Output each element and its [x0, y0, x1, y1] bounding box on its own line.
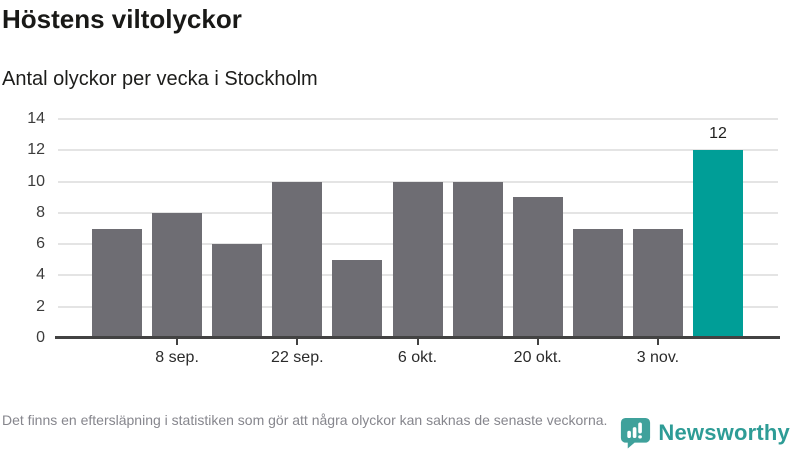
y-axis-label: 8	[36, 203, 45, 221]
bar-value-label: 12	[709, 125, 727, 143]
bar	[212, 244, 263, 338]
bar	[452, 181, 503, 338]
bar	[392, 181, 443, 338]
y-axis-label: 2	[36, 297, 45, 315]
x-axis-line	[55, 336, 780, 339]
y-axis-label: 4	[36, 266, 45, 284]
y-axis-label: 14	[27, 110, 45, 127]
bar	[572, 228, 623, 338]
x-axis-tick	[536, 339, 539, 345]
x-axis-label: 3 nov.	[636, 349, 680, 366]
y-axis-label: 10	[27, 172, 45, 190]
bar	[92, 228, 142, 338]
x-axis-tick	[176, 339, 179, 345]
bar	[272, 181, 323, 338]
x-axis-label: 8 sep.	[155, 349, 199, 366]
bar-highlighted	[693, 150, 743, 338]
brand-logo: Newsworthy	[620, 417, 790, 449]
y-axis-label: 6	[36, 235, 45, 253]
x-axis-label: 22 sep.	[271, 349, 324, 366]
x-axis-tick	[656, 339, 659, 345]
gridline-y-14	[58, 118, 778, 120]
bar	[512, 197, 563, 338]
chart-title: Höstens viltolyckor	[2, 4, 242, 34]
x-axis-tick	[296, 339, 299, 345]
newsworthy-logo-icon	[620, 417, 651, 449]
x-axis-label: 20 okt.	[513, 349, 562, 366]
bar	[152, 212, 203, 338]
x-axis-tick	[416, 339, 419, 345]
x-axis-label: 6 okt.	[397, 349, 438, 366]
y-axis-label: 0	[36, 329, 45, 346]
bar	[332, 259, 383, 338]
footnote: Det finns en eftersläpning i statistiken…	[2, 412, 608, 428]
bar	[632, 228, 683, 338]
y-axis-label: 12	[27, 141, 45, 159]
bar-chart-plot-area: 0 2 4 6 8 10 12 14 12 8 sep. 22 sep. 6 okt. 20 okt. 3…	[27, 110, 780, 366]
chart-subtitle: Antal olyckor per vecka i Stockholm	[2, 68, 318, 90]
brand-name: Newsworthy	[658, 420, 790, 445]
gridline-y-12	[58, 149, 778, 152]
